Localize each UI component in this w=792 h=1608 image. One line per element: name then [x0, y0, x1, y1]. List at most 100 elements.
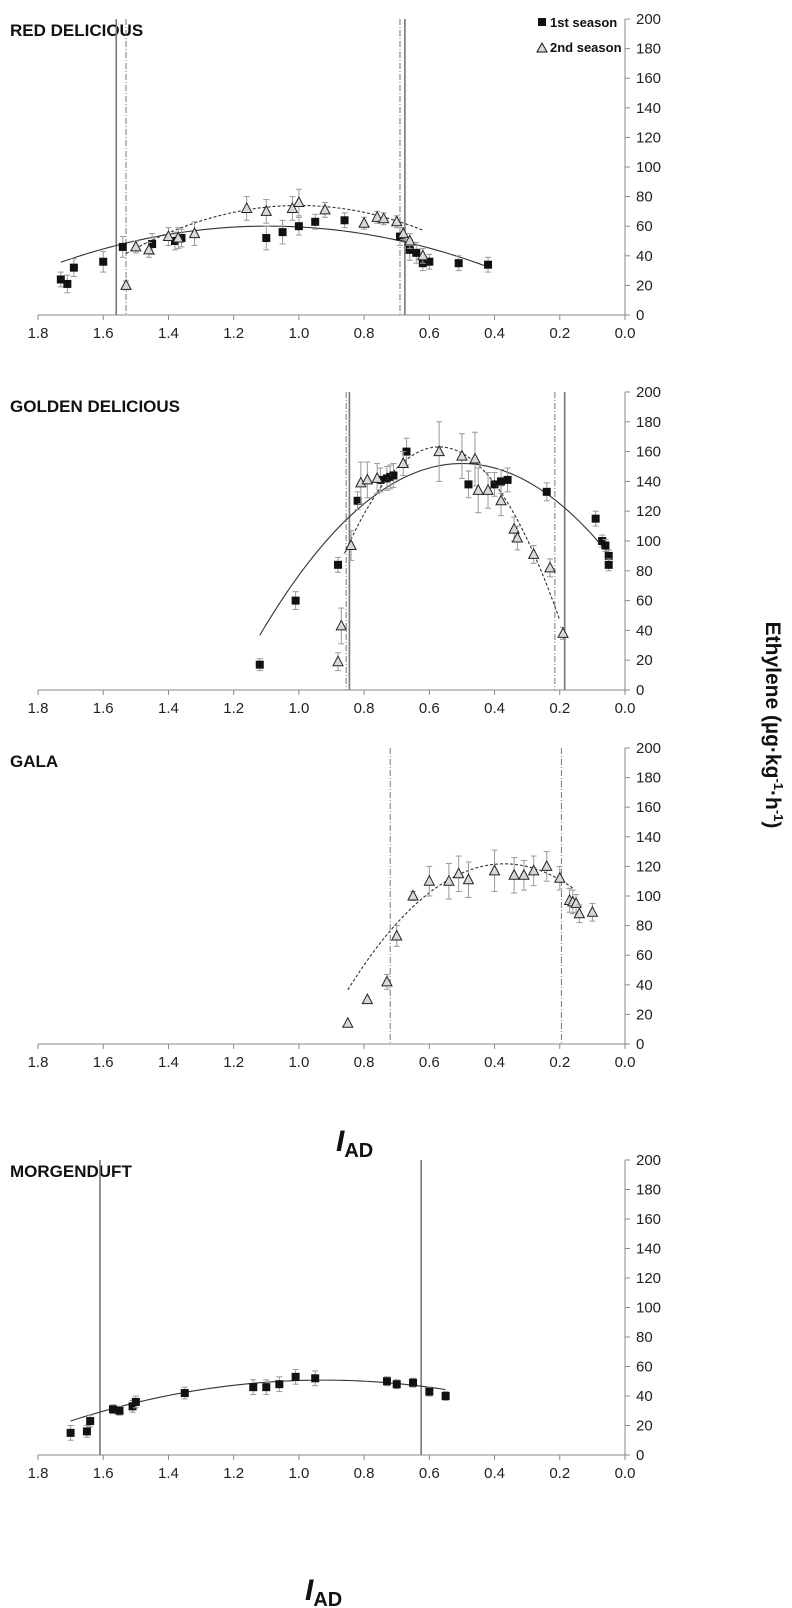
y-axis-label: Ethylene (µg·kg-1·h-1) [761, 622, 786, 829]
data-point-square [99, 257, 108, 266]
series-2nd-season [332, 421, 569, 672]
data-point-square [409, 1378, 418, 1387]
data-point-square [484, 260, 493, 269]
y-tick-label: 180 [636, 414, 661, 431]
data-point-square [148, 239, 157, 248]
y-tick-label: 120 [636, 503, 661, 520]
data-point-triangle [508, 868, 520, 880]
data-point-triangle [120, 278, 132, 290]
data-point-triangle [553, 871, 566, 883]
y-tick-label: 40 [636, 248, 653, 265]
x-tick-label: 0.8 [354, 1465, 375, 1482]
series-1st-season [66, 1368, 450, 1441]
data-point-square [115, 1406, 124, 1415]
legend-square-icon [538, 18, 546, 26]
data-point-triangle [130, 240, 142, 252]
y-tick-label: 100 [636, 888, 661, 905]
x-tick-label: 0.6 [419, 1054, 440, 1071]
x-tick-label: 0.2 [549, 700, 570, 717]
data-point-square [402, 447, 411, 456]
x-tick-label: 0.4 [484, 325, 505, 342]
x-tick-label: 0.8 [354, 700, 375, 717]
data-point-triangle [511, 531, 524, 543]
y-tick-label: 0 [636, 682, 644, 699]
data-point-triangle [172, 231, 185, 243]
data-point-square [490, 480, 499, 489]
data-point-triangle [469, 452, 481, 464]
x-tick-label: 1.4 [158, 700, 179, 717]
data-point-square [425, 1387, 434, 1396]
data-point-triangle [143, 243, 155, 255]
y-tick-label: 60 [636, 218, 653, 235]
data-point-square [392, 1380, 401, 1389]
fit-curve [70, 1379, 446, 1422]
y-tick-label: 140 [636, 1241, 661, 1258]
x-tick-label: 0.6 [419, 1465, 440, 1482]
data-point-square [497, 477, 506, 486]
x-axis-label-gala: IAD [336, 1125, 373, 1162]
data-point-triangle [423, 874, 436, 886]
x-tick-label: 0.2 [549, 325, 570, 342]
x-tick-label: 0.8 [354, 325, 375, 342]
series-2nd-season [120, 188, 429, 291]
y-tick-label: 200 [636, 740, 661, 757]
series-1st-season [56, 212, 493, 294]
data-point-triangle [390, 215, 403, 227]
data-point-triangle [381, 975, 393, 987]
x-tick-label: 1.6 [93, 700, 114, 717]
y-tick-label: 20 [636, 1006, 653, 1023]
series-2nd-season [341, 849, 599, 1028]
y-tick-label: 140 [636, 829, 661, 846]
data-point-triangle [319, 203, 331, 215]
x-tick-label: 0.2 [549, 1054, 570, 1071]
fit-curve [344, 446, 561, 621]
x-tick-label: 0.6 [419, 325, 440, 342]
data-point-square [604, 551, 613, 560]
data-point-square [131, 1397, 140, 1406]
y-tick-label: 40 [636, 622, 653, 639]
y-tick-label: 80 [636, 563, 653, 580]
panel-title: GOLDEN DELICIOUS [10, 397, 180, 416]
data-point-triangle [407, 889, 419, 901]
y-tick-label: 140 [636, 473, 661, 490]
data-point-triangle [586, 905, 599, 917]
data-point-triangle [482, 483, 494, 495]
x-tick-label: 1.8 [28, 1054, 49, 1071]
y-tick-label: 20 [636, 1418, 653, 1435]
fit-curve [259, 462, 610, 636]
x-tick-label: 1.4 [158, 1054, 179, 1071]
x-tick-label: 1.8 [28, 700, 49, 717]
y-tick-label: 40 [636, 977, 653, 994]
y-tick-label: 20 [636, 652, 653, 669]
x-tick-label: 1.8 [28, 325, 49, 342]
legend: 1st season 2nd season [536, 15, 622, 55]
data-point-square [118, 242, 127, 251]
x-tick-label: 0.8 [354, 1054, 375, 1071]
data-point-triangle [416, 249, 429, 261]
panel-title: GALA [10, 752, 58, 771]
data-point-square [389, 471, 398, 480]
x-tick-label: 1.6 [93, 325, 114, 342]
data-point-square [109, 1405, 118, 1414]
data-point-triangle [443, 874, 455, 886]
x-tick-label: 1.2 [223, 1054, 244, 1071]
data-point-triangle [508, 522, 520, 534]
fit-curve [347, 863, 574, 991]
data-point-square [86, 1417, 95, 1426]
data-point-square [66, 1428, 75, 1437]
data-point-square [405, 245, 414, 254]
data-point-triangle [403, 234, 416, 246]
data-point-triangle [335, 619, 348, 631]
data-point-square [275, 1380, 284, 1389]
data-point-triangle [345, 538, 357, 550]
fit-curve [60, 225, 489, 268]
data-point-triangle [361, 473, 374, 485]
data-point-square [255, 660, 264, 669]
legend-label-2nd-season: 2nd season [550, 40, 622, 55]
x-axis-label-morgenduft: IAD [305, 1574, 342, 1608]
x-tick-label: 0.0 [615, 1054, 636, 1071]
data-point-triangle [358, 216, 370, 228]
data-point-square [128, 1402, 137, 1411]
panel-title: MORGENDUFT [10, 1162, 132, 1181]
data-point-square [353, 496, 362, 505]
